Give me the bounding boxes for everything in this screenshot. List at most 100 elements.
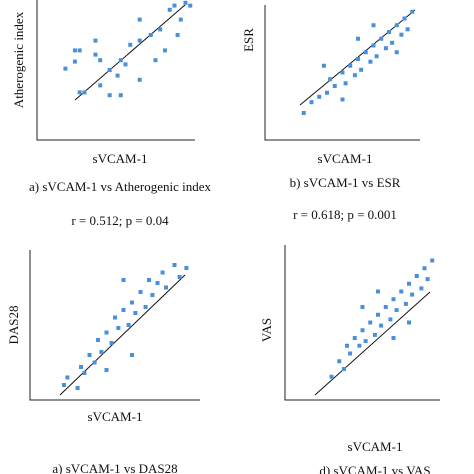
point bbox=[93, 52, 98, 57]
point bbox=[328, 77, 333, 82]
point bbox=[376, 312, 380, 317]
point bbox=[77, 48, 82, 53]
y-axis-label: VAS bbox=[259, 318, 274, 342]
point bbox=[183, 0, 188, 5]
point bbox=[410, 9, 415, 14]
point bbox=[360, 305, 365, 309]
point bbox=[128, 42, 133, 47]
point bbox=[184, 266, 189, 270]
point bbox=[422, 266, 427, 271]
point bbox=[405, 27, 410, 32]
fit-line bbox=[74, 4, 186, 101]
point bbox=[82, 371, 87, 375]
point bbox=[150, 293, 155, 297]
point bbox=[321, 63, 326, 68]
point bbox=[147, 278, 151, 282]
point bbox=[62, 383, 66, 387]
point bbox=[130, 353, 134, 357]
point bbox=[172, 3, 177, 8]
point bbox=[153, 58, 158, 63]
point bbox=[387, 30, 391, 34]
point bbox=[96, 338, 100, 342]
point bbox=[394, 23, 399, 28]
point bbox=[399, 289, 404, 294]
point bbox=[340, 70, 345, 75]
panel-caption: a) sVCAM-1 vs Atherogenic index bbox=[29, 179, 211, 194]
point bbox=[356, 36, 360, 41]
x-axis-label: sVCAM-1 bbox=[318, 151, 373, 166]
point bbox=[345, 343, 349, 348]
point bbox=[390, 40, 395, 45]
point bbox=[93, 38, 98, 43]
point bbox=[352, 73, 357, 78]
point bbox=[98, 83, 103, 88]
point bbox=[407, 281, 411, 286]
point bbox=[425, 277, 430, 282]
point bbox=[87, 353, 92, 357]
point bbox=[372, 332, 377, 337]
point bbox=[104, 368, 109, 372]
point bbox=[383, 305, 388, 309]
x-axis-label: sVCAM-1 bbox=[88, 409, 143, 424]
point bbox=[107, 68, 112, 72]
point bbox=[403, 301, 408, 306]
axes bbox=[264, 5, 420, 141]
axes bbox=[36, 0, 195, 141]
point bbox=[383, 46, 388, 51]
point bbox=[376, 289, 380, 294]
point bbox=[340, 97, 345, 102]
fit-line bbox=[314, 291, 431, 396]
point bbox=[363, 50, 368, 55]
point bbox=[337, 359, 342, 364]
point bbox=[158, 27, 163, 32]
point bbox=[348, 351, 353, 356]
point bbox=[130, 300, 134, 305]
point bbox=[341, 367, 346, 371]
point bbox=[148, 33, 153, 37]
point bbox=[394, 50, 399, 55]
point bbox=[118, 58, 123, 63]
point bbox=[332, 84, 337, 88]
point bbox=[357, 343, 362, 348]
point bbox=[388, 317, 393, 322]
point bbox=[113, 315, 117, 320]
fit-line bbox=[59, 274, 186, 396]
point bbox=[162, 48, 167, 53]
point bbox=[348, 63, 353, 68]
axes bbox=[29, 250, 200, 401]
point bbox=[65, 375, 70, 380]
point bbox=[356, 57, 360, 61]
y-axis-label: ESR bbox=[241, 28, 256, 52]
point bbox=[368, 59, 373, 64]
point bbox=[138, 290, 143, 294]
point bbox=[99, 350, 104, 354]
point bbox=[371, 43, 376, 48]
point bbox=[98, 58, 103, 63]
point bbox=[137, 17, 142, 22]
point bbox=[343, 81, 348, 86]
x-axis-label: sVCAM-1 bbox=[348, 439, 403, 454]
panel-caption: d) sVCAM-1 vs VAS bbox=[319, 463, 430, 474]
point bbox=[360, 328, 365, 333]
point bbox=[430, 258, 435, 263]
point bbox=[368, 320, 373, 325]
point bbox=[317, 94, 322, 99]
point bbox=[63, 66, 68, 71]
point bbox=[394, 308, 399, 313]
point bbox=[188, 3, 193, 8]
point bbox=[325, 90, 329, 95]
point bbox=[72, 59, 77, 64]
point bbox=[309, 100, 314, 105]
point bbox=[77, 90, 82, 95]
point bbox=[82, 90, 87, 95]
point bbox=[379, 323, 384, 328]
y-axis-label: DAS28 bbox=[6, 305, 21, 344]
point bbox=[407, 320, 411, 325]
point bbox=[115, 73, 120, 78]
point bbox=[155, 281, 160, 285]
point bbox=[167, 7, 172, 12]
point bbox=[107, 93, 112, 98]
point bbox=[75, 386, 80, 390]
point bbox=[391, 336, 396, 340]
